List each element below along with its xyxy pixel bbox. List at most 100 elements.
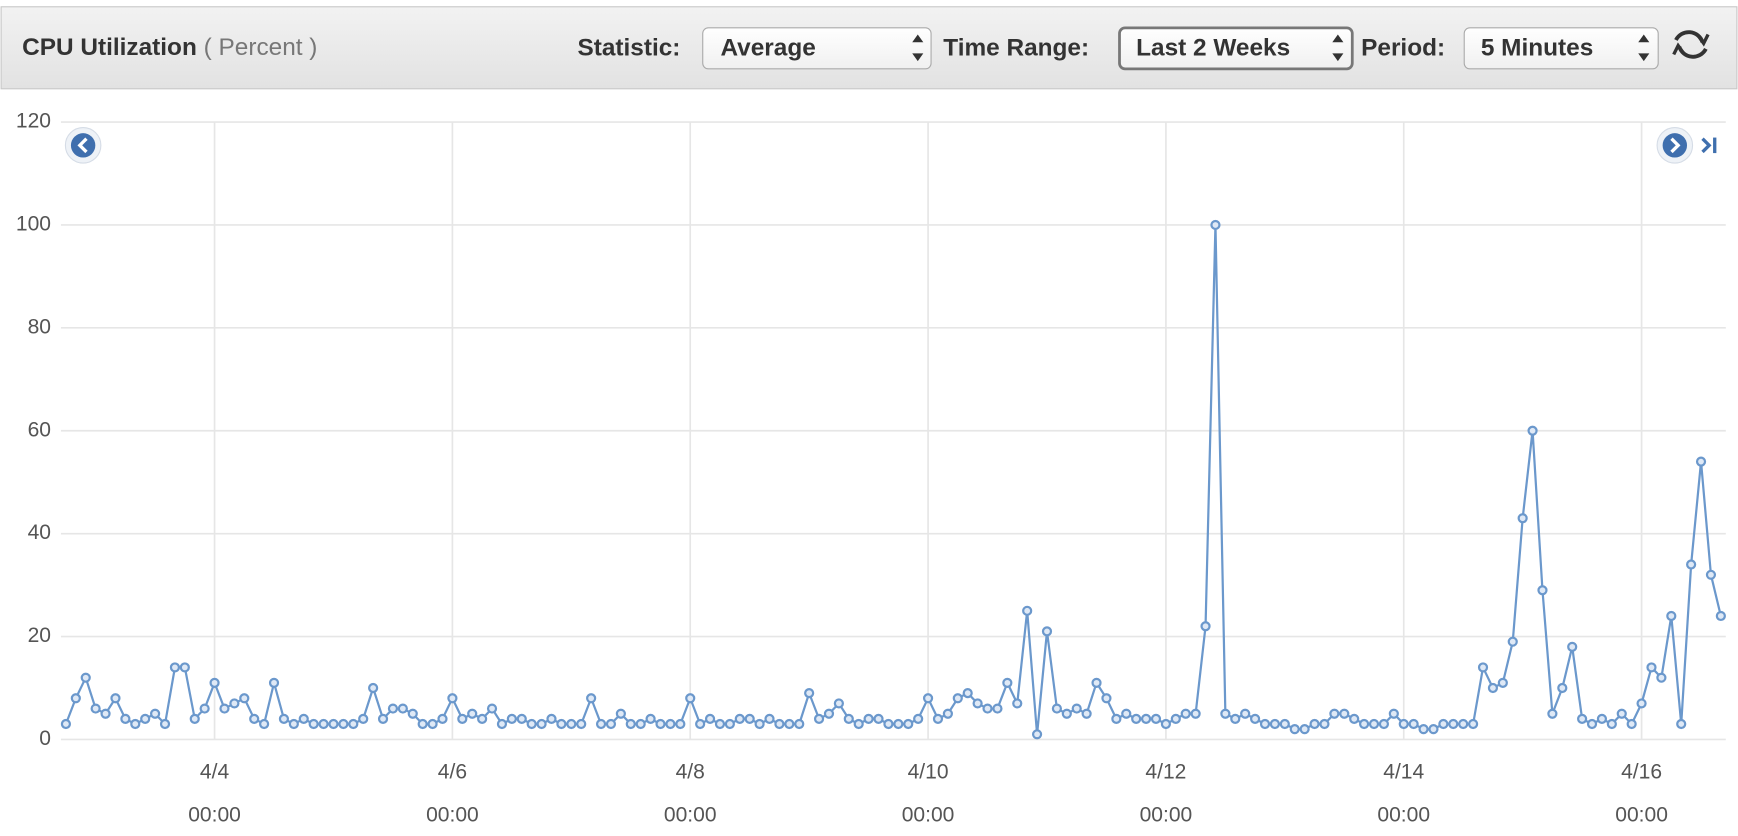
data-point: [1220, 708, 1231, 719]
data-point: [1606, 718, 1617, 730]
nav-end[interactable]: [1701, 137, 1717, 154]
data-point: [526, 718, 537, 730]
data-point: [457, 713, 468, 724]
data-point: [883, 718, 894, 730]
y-tick-label: 0: [39, 727, 51, 750]
data-point: [1150, 713, 1162, 724]
data-point: [1368, 718, 1380, 730]
data-point: [1329, 708, 1340, 719]
y-tick-label: 20: [28, 624, 51, 647]
title-text: CPU Utilization: [22, 34, 197, 61]
data-point: [794, 718, 805, 730]
data-point: [1586, 718, 1598, 730]
data-point: [427, 718, 438, 730]
data-point: [1517, 513, 1528, 524]
x-tick-label: 00:00: [1615, 803, 1668, 826]
y-tick-label: 80: [28, 315, 51, 338]
data-point: [1577, 713, 1588, 724]
data-point: [1180, 708, 1191, 719]
statistic-select[interactable]: Average: [702, 27, 932, 70]
data-point: [318, 718, 329, 730]
data-point: [764, 713, 775, 724]
data-point: [1269, 718, 1281, 730]
data-point: [675, 718, 686, 730]
y-tick-label: 60: [28, 418, 51, 441]
data-point: [546, 713, 557, 724]
data-point: [1388, 708, 1399, 719]
data-point: [1339, 708, 1350, 719]
x-tick-label: 00:00: [664, 803, 717, 826]
data-point: [1249, 713, 1261, 724]
data-point: [179, 662, 190, 673]
refresh-button[interactable]: [1672, 30, 1710, 59]
data-point: [100, 708, 111, 719]
data-point: [724, 718, 735, 730]
data-point: [1230, 713, 1241, 724]
data-point: [338, 718, 349, 730]
data-point: [595, 718, 607, 730]
data-point: [1240, 708, 1251, 719]
data-point: [576, 718, 587, 730]
time-range-value[interactable]: Last 2 Weeks: [1136, 34, 1290, 61]
data-point: [1131, 713, 1142, 724]
data-point: [605, 718, 617, 730]
data-point: [348, 718, 359, 730]
data-point: [288, 718, 299, 730]
data-point: [1170, 713, 1181, 724]
period-value[interactable]: 5 Minutes: [1481, 34, 1593, 61]
data-point: [1031, 729, 1043, 740]
data-point: [853, 718, 864, 730]
statistic-label: Statistic:: [577, 34, 680, 61]
data-point: [140, 713, 151, 724]
x-tick-label: 00:00: [426, 803, 479, 826]
data-point: [1398, 718, 1409, 730]
nav-right[interactable]: [1656, 127, 1694, 164]
data-point: [1299, 724, 1310, 735]
x-tick-label: 4/10: [908, 760, 949, 783]
data-point: [328, 718, 339, 730]
x-tick-label: 4/12: [1145, 760, 1186, 783]
y-tick-label: 40: [28, 521, 51, 544]
data-point: [1140, 713, 1152, 724]
period-select[interactable]: 5 Minutes: [1463, 27, 1659, 70]
data-point: [972, 698, 983, 709]
time-range-label: Time Range:: [943, 34, 1089, 61]
data-point: [1428, 724, 1439, 735]
data-point: [1695, 456, 1707, 467]
data-point: [1309, 718, 1320, 730]
data-point: [1041, 626, 1053, 637]
nav-left[interactable]: [64, 127, 102, 164]
data-point: [1666, 610, 1677, 622]
data-point: [873, 713, 884, 724]
data-point: [80, 672, 91, 683]
data-point: [1497, 677, 1508, 688]
data-point: [90, 703, 101, 714]
data-point: [1002, 677, 1013, 688]
data-point: [259, 718, 270, 730]
data-point: [60, 718, 72, 730]
statistic-value[interactable]: Average: [720, 34, 815, 61]
data-point: [1071, 703, 1082, 714]
data-point: [784, 718, 795, 730]
time-range-select[interactable]: Last 2 Weeks: [1118, 26, 1354, 71]
data-point: [685, 693, 696, 704]
data-point: [1190, 708, 1201, 719]
data-point: [804, 688, 815, 699]
data-point: [1656, 672, 1667, 683]
data-point: [1210, 219, 1221, 231]
data-point: [1557, 682, 1568, 694]
data-point: [942, 708, 953, 719]
data-point: [70, 693, 81, 704]
data-point: [1091, 677, 1102, 688]
data-point: [635, 718, 646, 730]
x-tick-label: 4/16: [1621, 760, 1662, 783]
data-point: [1537, 585, 1548, 596]
data-point: [1458, 718, 1469, 730]
data-point: [536, 718, 547, 730]
data-point: [249, 713, 260, 724]
data-point: [1061, 708, 1072, 719]
data-point: [1487, 682, 1499, 694]
data-point: [298, 713, 309, 724]
title: CPU Utilization ( Percent ): [22, 34, 317, 61]
